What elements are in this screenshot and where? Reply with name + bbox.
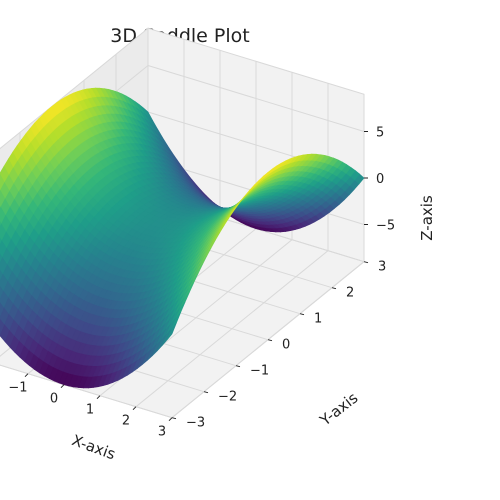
y-tick-label: 1 (314, 312, 322, 327)
y-tick-mark (267, 339, 273, 342)
z-tick-label: −5 (376, 219, 395, 234)
x-tick-label: −1 (8, 381, 27, 396)
saddle-surface (0, 87, 365, 389)
y-tick-label: 2 (346, 286, 354, 301)
y-tick-mark (235, 365, 241, 368)
x-tick-mark (24, 373, 29, 378)
x-tick-mark (60, 384, 65, 389)
x-tick-label: 1 (86, 403, 94, 418)
x-tick-label: 0 (50, 392, 58, 407)
x-tick-label: 3 (158, 425, 166, 440)
x-tick-mark (132, 406, 137, 411)
y-axis-label: Y-axis (316, 389, 362, 430)
surface-patch (166, 322, 177, 341)
y-tick-label: −3 (186, 416, 205, 431)
x-axis-label: X-axis (69, 431, 118, 463)
y-tick-label: −2 (218, 390, 237, 405)
z-axis-label: Z-axis (418, 195, 436, 241)
x-tick-label: 2 (122, 414, 130, 429)
y-tick-label: 3 (378, 260, 386, 275)
y-tick-mark (299, 313, 305, 316)
y-tick-mark (203, 391, 209, 394)
z-tick-label: 5 (376, 126, 384, 141)
y-tick-mark (331, 287, 337, 290)
y-tick-label: −1 (250, 364, 269, 379)
z-tick-label: 0 (376, 172, 384, 187)
z-grid-line-back (147, 65, 365, 132)
y-tick-mark (363, 261, 369, 264)
y-tick-mark (171, 417, 177, 420)
x-tick-mark (96, 395, 101, 400)
x-tick-mark (168, 417, 173, 422)
y-tick-label: 0 (282, 338, 290, 353)
